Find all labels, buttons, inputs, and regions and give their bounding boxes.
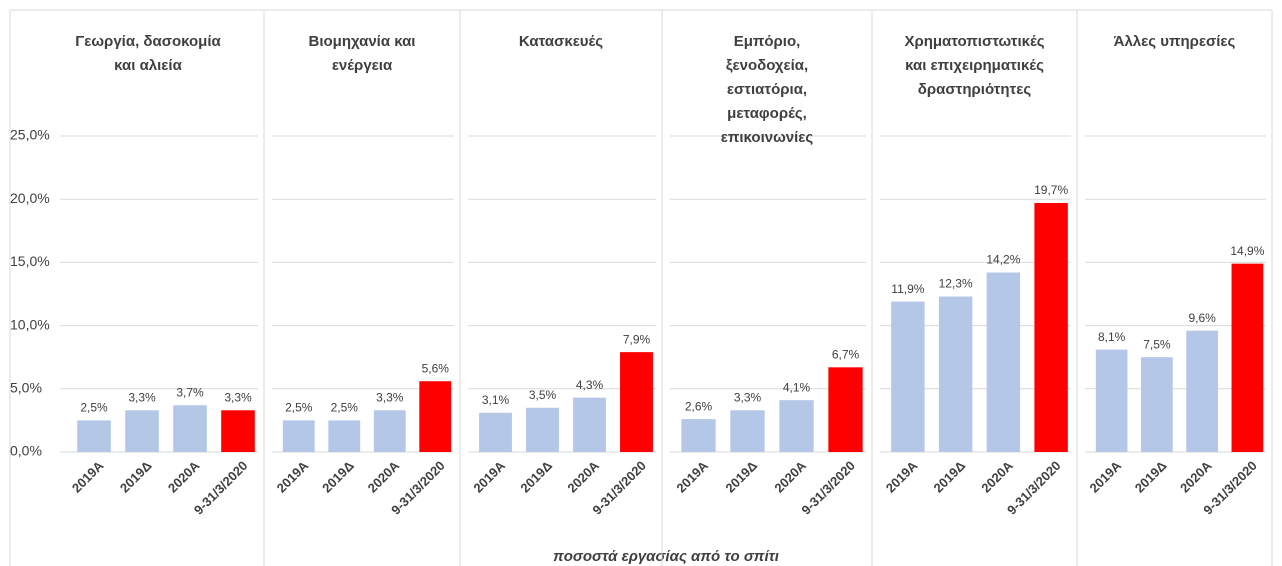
bar bbox=[1141, 357, 1173, 452]
value-label: 2,6% bbox=[685, 399, 713, 413]
bar bbox=[125, 410, 159, 452]
panel-title: Άλλες υπηρεσίες bbox=[1114, 33, 1236, 50]
panel-title: εστιατόρια, bbox=[727, 81, 807, 98]
panel-title: ξενοδοχεία, bbox=[726, 57, 808, 74]
bar bbox=[681, 419, 716, 452]
y-tick-label: 0,0% bbox=[10, 443, 42, 459]
panel-title: Κατασκευές bbox=[519, 33, 603, 50]
value-label: 4,3% bbox=[576, 378, 604, 392]
x-axis-label: ποσοστά εργασίας από το σπίτι bbox=[553, 548, 779, 565]
value-label: 7,5% bbox=[1143, 337, 1171, 351]
bar bbox=[1186, 330, 1218, 452]
x-tick-label: 2019Δ bbox=[722, 458, 760, 496]
value-label: 5,6% bbox=[422, 361, 450, 375]
bar bbox=[328, 420, 361, 452]
value-label: 6,7% bbox=[832, 347, 860, 361]
panel-title: και αλιεία bbox=[114, 57, 182, 74]
value-label: 2,5% bbox=[331, 401, 359, 415]
x-tick-label: 2019Δ bbox=[1132, 458, 1170, 496]
bar bbox=[1034, 202, 1068, 452]
panel-title: Χρηματοπιστωτικές bbox=[904, 33, 1044, 50]
x-tick-label: 2019Δ bbox=[319, 458, 357, 496]
bar bbox=[1231, 263, 1264, 452]
y-tick-label: 20,0% bbox=[10, 190, 50, 206]
x-tick-label: 2020Α bbox=[165, 458, 203, 496]
x-tick-label: 2019Δ bbox=[117, 458, 155, 496]
bar bbox=[77, 420, 111, 452]
x-tick-label: 2020Α bbox=[365, 458, 403, 496]
x-tick-label: 2019Δ bbox=[517, 458, 555, 496]
x-tick-label: 2019Δ bbox=[931, 458, 969, 496]
value-label: 7,9% bbox=[623, 332, 651, 346]
x-tick-label: 2020Α bbox=[978, 458, 1016, 496]
panel-title: Εμπόριο, bbox=[734, 33, 801, 50]
x-tick-label: 2019Α bbox=[470, 458, 508, 496]
panel-title: και επιχειρηματικές bbox=[905, 57, 1044, 74]
value-label: 14,9% bbox=[1230, 244, 1264, 258]
x-tick-label: 2019Α bbox=[883, 458, 921, 496]
value-label: 11,9% bbox=[891, 282, 924, 296]
bar bbox=[1095, 349, 1128, 452]
bar bbox=[479, 412, 512, 452]
value-label: 3,3% bbox=[128, 390, 156, 404]
bar bbox=[282, 420, 315, 452]
y-tick-label: 25,0% bbox=[10, 127, 50, 143]
x-tick-label: 2020Α bbox=[771, 458, 809, 496]
panel-title: Γεωργία, δασοκομία bbox=[75, 33, 221, 50]
value-label: 9,6% bbox=[1188, 311, 1216, 325]
bar bbox=[419, 381, 452, 452]
bar bbox=[373, 410, 406, 452]
panel-title: μεταφορές, bbox=[727, 105, 807, 122]
x-tick-label: 2020Α bbox=[564, 458, 602, 496]
panel-title: Βιομηχανία και bbox=[309, 33, 416, 50]
value-label: 2,5% bbox=[80, 401, 108, 415]
panel-title: δραστηριότητες bbox=[918, 81, 1032, 98]
y-tick-label: 15,0% bbox=[10, 253, 50, 269]
value-label: 2,5% bbox=[285, 401, 313, 415]
bar bbox=[779, 400, 814, 452]
value-label: 3,1% bbox=[482, 393, 510, 407]
y-tick-label: 5,0% bbox=[10, 380, 42, 396]
value-label: 3,7% bbox=[176, 385, 204, 399]
bar bbox=[173, 405, 207, 452]
value-label: 4,1% bbox=[783, 380, 811, 394]
bar bbox=[986, 272, 1021, 452]
bar bbox=[828, 367, 863, 452]
x-tick-label: 2020Α bbox=[1177, 458, 1215, 496]
x-tick-label: 2019Α bbox=[274, 458, 312, 496]
value-label: 3,3% bbox=[376, 390, 404, 404]
value-label: 12,3% bbox=[939, 277, 973, 291]
bar bbox=[526, 407, 559, 452]
bar bbox=[891, 301, 925, 452]
value-label: 3,3% bbox=[734, 390, 762, 404]
y-tick-label: 10,0% bbox=[10, 316, 50, 332]
bar bbox=[620, 352, 653, 452]
x-tick-label: 2019Α bbox=[1086, 458, 1124, 496]
bar bbox=[938, 296, 973, 452]
value-label: 3,5% bbox=[529, 388, 557, 402]
x-tick-label: 2019Α bbox=[69, 458, 107, 496]
panel-title: ενέργεια bbox=[332, 57, 393, 74]
bar bbox=[730, 410, 765, 452]
value-label: 8,1% bbox=[1098, 330, 1126, 344]
value-label: 3,3% bbox=[224, 390, 252, 404]
x-tick-label: 2019Α bbox=[673, 458, 711, 496]
value-label: 19,7% bbox=[1034, 183, 1068, 197]
bar bbox=[221, 410, 255, 452]
bar bbox=[573, 397, 606, 452]
value-label: 14,2% bbox=[986, 253, 1020, 267]
panel-title: επικοινωνίες bbox=[721, 129, 814, 146]
